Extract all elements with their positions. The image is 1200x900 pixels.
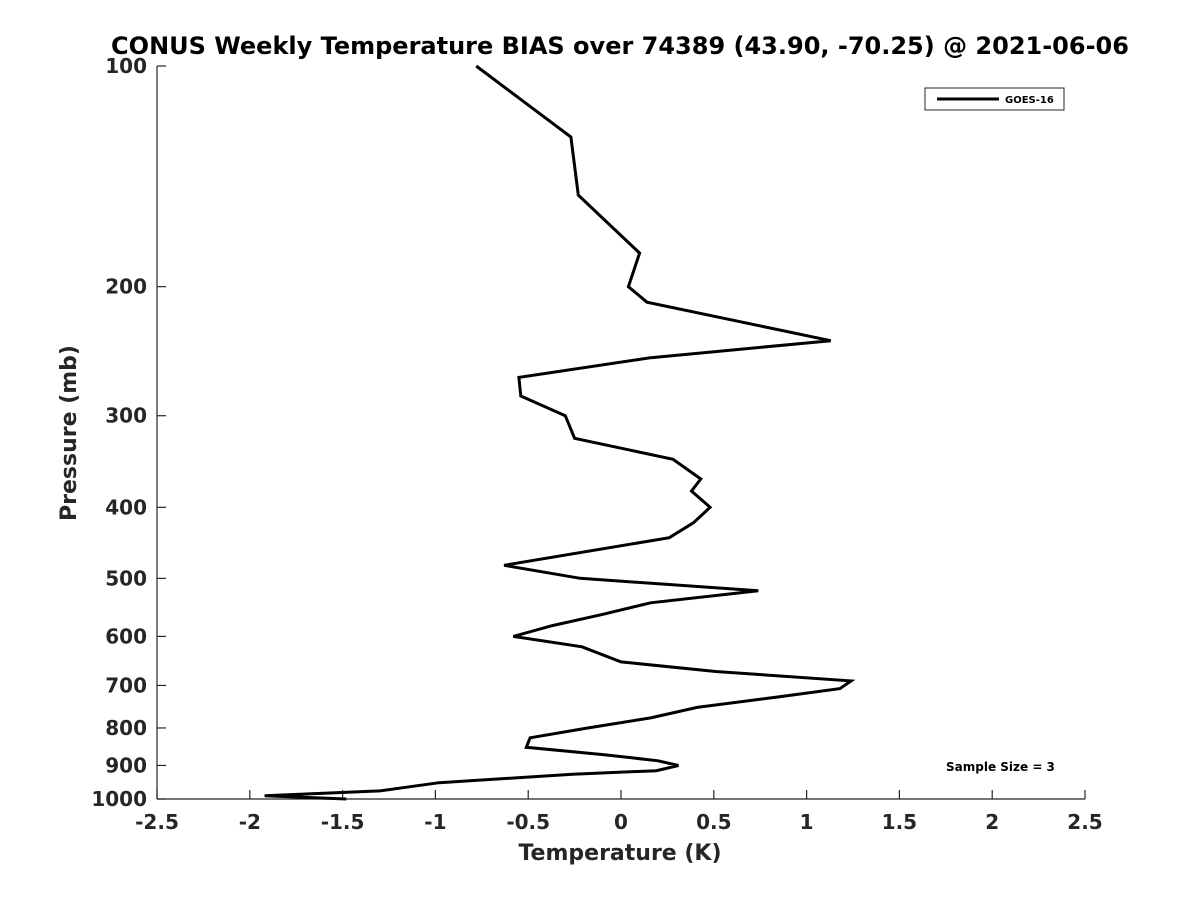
series-layer <box>264 64 856 801</box>
x-axis-label: Temperature (K) <box>518 841 721 866</box>
y-tick-label: 200 <box>105 275 147 299</box>
x-ticks: -2.5 -2 -1.5 -1 -0.5 0 0.5 1 1.5 2 2.5 <box>135 790 1103 834</box>
y-tick-label: 1000 <box>91 787 147 811</box>
y-tick-label: 700 <box>105 673 147 697</box>
y-tick-label: 100 <box>105 54 147 78</box>
y-ticks: 100 200 300 400 500 600 700 800 900 1000 <box>91 54 166 811</box>
x-tick-label: 1 <box>800 810 814 834</box>
legend: GOES-16 <box>924 87 1065 111</box>
y-tick-label: 900 <box>105 753 147 777</box>
legend-label-goes-16: GOES-16 <box>1005 95 1054 106</box>
x-tick-label: 0 <box>614 810 628 834</box>
x-tick-label: -2.5 <box>135 810 179 834</box>
y-tick-label: 800 <box>105 716 147 740</box>
x-tick-label: -1.5 <box>321 810 365 834</box>
x-tick-label: 0.5 <box>696 810 731 834</box>
x-tick-label: 2 <box>985 810 999 834</box>
x-tick-label: 2.5 <box>1067 810 1102 834</box>
sample-size-annotation: Sample Size = 3 <box>946 760 1055 774</box>
y-tick-label: 600 <box>105 624 147 648</box>
y-tick-label: 300 <box>105 404 147 428</box>
x-tick-label: -2 <box>239 810 261 834</box>
y-tick-label: 400 <box>105 495 147 519</box>
series-line-goes-16 <box>264 64 856 801</box>
x-tick-label: -1 <box>424 810 446 834</box>
x-tick-label: 1.5 <box>882 810 917 834</box>
x-tick-label: -0.5 <box>506 810 550 834</box>
y-axis-label: Pressure (mb) <box>57 345 82 521</box>
chart-title: CONUS Weekly Temperature BIAS over 74389… <box>111 32 1129 60</box>
y-tick-label: 500 <box>105 566 147 590</box>
